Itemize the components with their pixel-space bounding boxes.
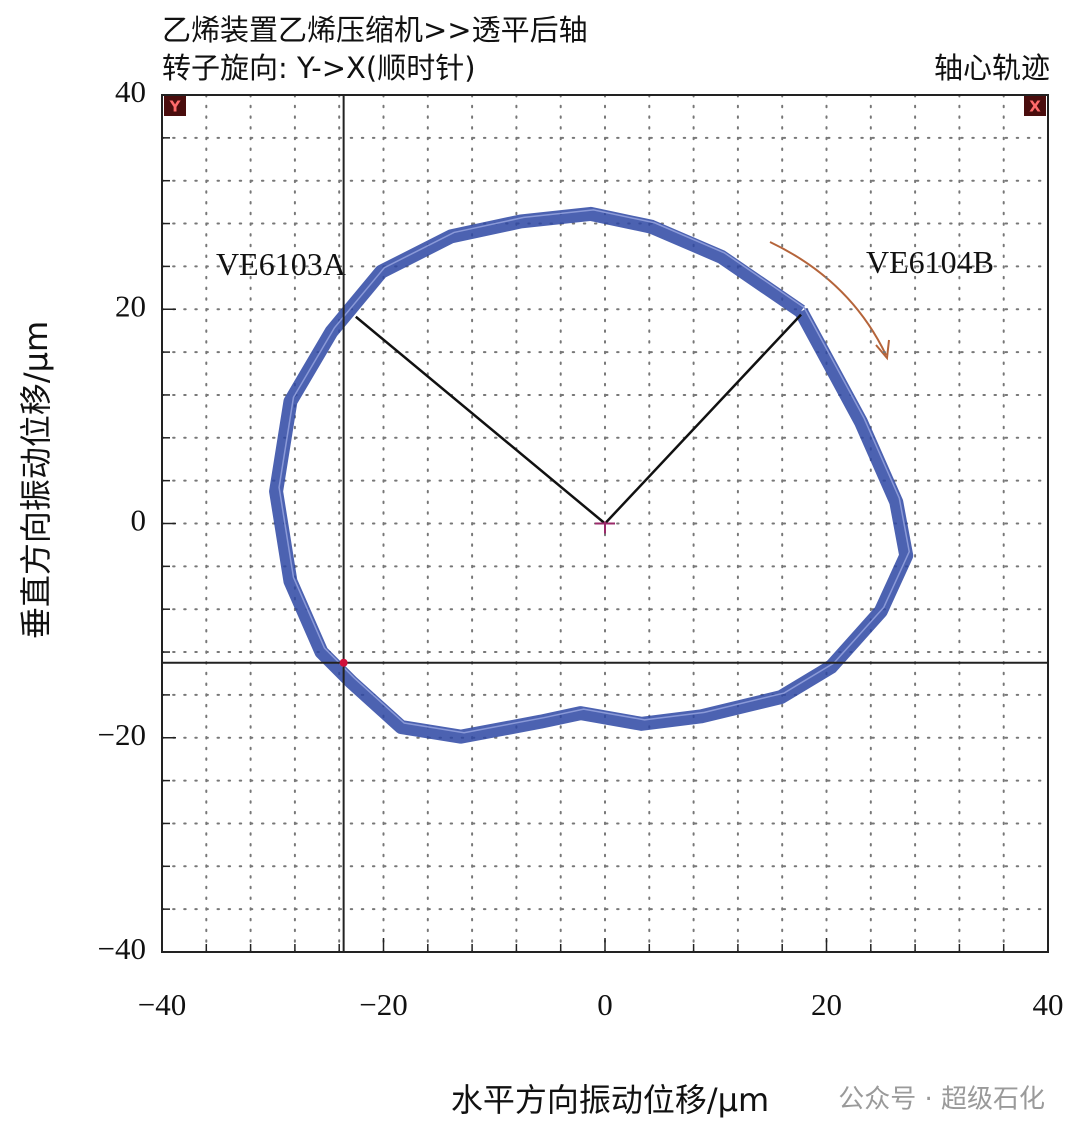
cursor-point xyxy=(339,658,348,667)
corner-marker: Y xyxy=(169,98,182,116)
x-tick-label: −20 xyxy=(359,987,407,1022)
y-tick-label: −20 xyxy=(98,717,146,752)
x-tick-label: −40 xyxy=(138,987,186,1022)
y-tick-label: 40 xyxy=(115,74,146,109)
x-tick-label: 0 xyxy=(597,987,613,1022)
y-axis-label: 垂直方向振动位移/μm xyxy=(17,321,55,639)
y-tick-label: −40 xyxy=(98,931,146,966)
corner-title: 轴心轨迹 xyxy=(934,51,1050,85)
chart-title: 乙烯装置乙烯压缩机>>透平后轴 xyxy=(162,13,588,47)
corner-marker: X xyxy=(1029,98,1041,116)
rotation-arrow xyxy=(769,241,887,356)
rotation-arrow-head xyxy=(875,339,890,361)
orbit-band xyxy=(269,206,914,744)
probe-label: VE6104B xyxy=(866,244,994,280)
orbit-trace xyxy=(278,209,911,734)
chart-subtitle: 转子旋向: Y->X(顺时针) xyxy=(162,51,476,85)
y-tick-label: 0 xyxy=(131,503,147,538)
plot-frame xyxy=(161,94,1049,953)
corner-marker-box xyxy=(164,96,186,116)
probe-line xyxy=(355,315,606,525)
watermark: 公众号 · 超级石化 xyxy=(838,1085,1045,1115)
x-axis-label: 水平方向振动位移/μm xyxy=(451,1081,769,1119)
x-tick-label: 40 xyxy=(1033,987,1064,1022)
y-tick-label: 20 xyxy=(115,288,146,323)
corner-marker-box xyxy=(1024,96,1046,116)
probe-line xyxy=(604,313,802,525)
x-tick-label: 20 xyxy=(811,987,842,1022)
probe-label: VE6103A xyxy=(216,246,346,282)
